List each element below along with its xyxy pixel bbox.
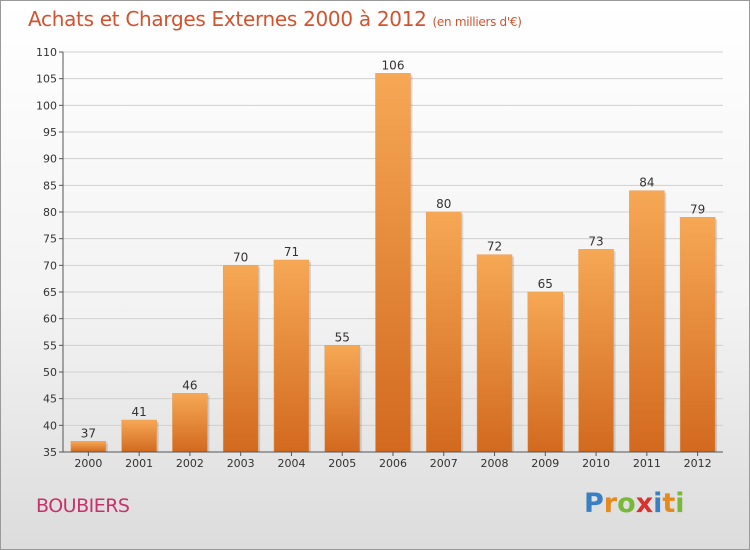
y-tick-label: 35: [43, 446, 57, 459]
value-label: 106: [382, 58, 405, 72]
value-label: 72: [487, 240, 502, 254]
value-label: 37: [81, 426, 96, 440]
proxiti-logo[interactable]: Proxiti: [584, 488, 685, 519]
x-tick-label: 2012: [684, 457, 712, 470]
x-tick-label: 2005: [328, 457, 356, 470]
chart-title: Achats et Charges Externes 2000 à 2012 (e…: [28, 7, 522, 31]
value-label: 70: [233, 250, 248, 264]
value-label: 84: [639, 176, 654, 190]
chart-subtitle: (en milliers d'€): [432, 15, 522, 29]
value-label: 41: [132, 405, 147, 419]
x-tick-label: 2004: [277, 457, 305, 470]
x-tick-label: 2008: [481, 457, 509, 470]
y-tick-label: 65: [43, 286, 57, 299]
y-tick-label: 80: [43, 206, 57, 219]
value-label: 73: [588, 234, 603, 248]
logo-letter: P: [584, 488, 604, 519]
value-label: 79: [690, 202, 705, 216]
city-name: BOUBIERS: [36, 495, 130, 517]
bar-2003: [222, 265, 259, 453]
bar-2010: [578, 249, 614, 453]
y-tick-label: 100: [36, 99, 57, 112]
x-tick-label: 2003: [227, 457, 255, 470]
y-tick-label: 105: [36, 73, 57, 86]
logo-letter: i: [653, 488, 663, 519]
value-label: 46: [182, 378, 197, 392]
y-tick-label: 110: [36, 46, 57, 59]
y-tick-label: 60: [43, 313, 57, 326]
y-tick-label: 85: [43, 179, 57, 192]
logo-letter: r: [603, 488, 618, 519]
logo-letter: i: [675, 488, 685, 519]
y-tick-label: 70: [43, 259, 57, 272]
bar-2006: [375, 73, 411, 453]
bar-2002: [172, 393, 208, 453]
value-label: 55: [335, 330, 350, 344]
y-tick-label: 90: [43, 153, 57, 166]
bar-2011: [629, 190, 665, 453]
bar-2005: [324, 345, 360, 453]
x-tick-label: 2002: [176, 457, 204, 470]
bar-2004: [273, 259, 310, 453]
x-tick-label: 2000: [74, 457, 102, 470]
x-tick-label: 2001: [125, 457, 153, 470]
y-tick-label: 45: [43, 393, 57, 406]
logo-letter: o: [617, 488, 636, 519]
value-label: 65: [538, 277, 553, 291]
y-tick-label: 50: [43, 366, 57, 379]
y-tick-label: 95: [43, 126, 57, 139]
bar-2009: [527, 291, 564, 453]
chart-title-text: Achats et Charges Externes 2000 à 2012: [28, 7, 427, 31]
bar-2000: [70, 441, 107, 453]
bar-2008: [476, 254, 513, 453]
bar-2007: [426, 211, 462, 453]
axes: 35 40 45 50 55 60 65 70 75 80 85 90 95 100 105 110 2000 2…: [36, 46, 723, 470]
bar-2012: [679, 217, 716, 453]
x-tick-label: 2007: [430, 457, 458, 470]
y-tick-label: 55: [43, 339, 57, 352]
x-tick-label: 2009: [531, 457, 559, 470]
x-tick-label: 2010: [582, 457, 610, 470]
y-tick-label: 40: [43, 419, 57, 432]
value-label: 71: [284, 245, 299, 259]
bars: 37 41 46 70 71 55 106 80 72 65 73 84 79: [70, 58, 718, 453]
logo-letter: t: [662, 488, 676, 519]
x-tick-label: 2006: [379, 457, 407, 470]
y-tick-label: 75: [43, 233, 57, 246]
value-label: 80: [436, 197, 451, 211]
bar-2001: [121, 419, 157, 453]
logo-letter: x: [635, 488, 654, 519]
x-tick-label: 2011: [633, 457, 661, 470]
